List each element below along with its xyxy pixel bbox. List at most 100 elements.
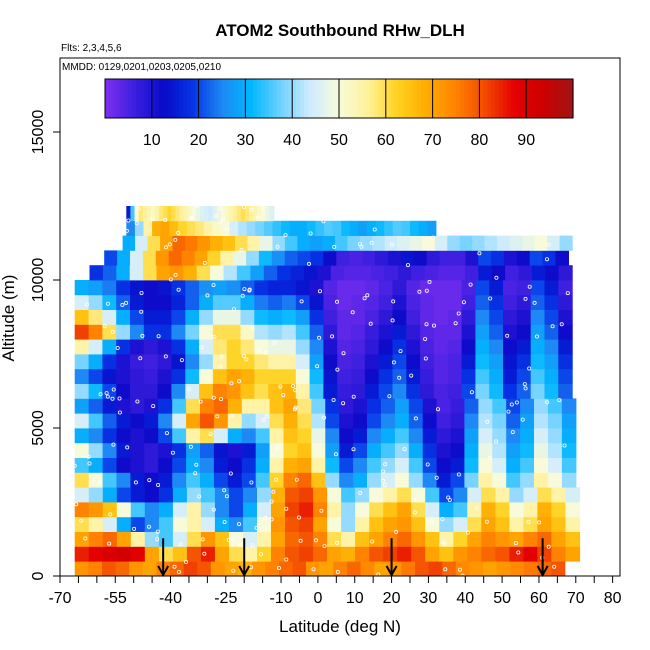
heatmap-cell — [311, 472, 326, 488]
heatmap-cell — [530, 383, 546, 399]
heatmap-cell — [323, 368, 338, 384]
heatmap-cell — [143, 220, 153, 236]
heatmap-cell — [447, 294, 463, 310]
track-marker — [108, 512, 113, 517]
heatmap-cell — [406, 339, 421, 355]
heatmap-cell — [309, 280, 324, 296]
heatmap-cell — [351, 294, 366, 310]
heatmap-cell — [172, 428, 187, 444]
heatmap-cell — [341, 516, 356, 532]
heatmap-cell — [88, 280, 103, 296]
track-marker — [275, 244, 280, 249]
heatmap-cell — [324, 220, 334, 236]
heatmap-cell — [229, 531, 244, 547]
heatmap-cell — [130, 413, 145, 429]
colorbar-cell — [444, 79, 449, 118]
track-marker — [281, 393, 286, 398]
heatmap-cell — [367, 442, 382, 458]
track-marker — [322, 544, 327, 549]
track-marker — [435, 407, 440, 412]
track-marker — [272, 340, 277, 345]
colorbar-cell — [335, 79, 340, 118]
track-marker — [254, 525, 259, 530]
track-marker — [139, 290, 144, 295]
heatmap-cell — [172, 487, 188, 503]
heatmap-cell — [297, 472, 312, 488]
track-marker — [411, 497, 416, 502]
heatmap-cell — [74, 502, 90, 518]
colorbar-cell — [155, 79, 161, 118]
heatmap-cell — [185, 383, 200, 399]
heatmap-cell — [374, 561, 389, 577]
heatmap-cell — [251, 561, 266, 577]
heatmap-cell — [186, 398, 201, 414]
heatmap-cell — [214, 546, 230, 562]
heatmap-cell — [186, 428, 201, 444]
dates-label: MMDD: 0129,0201,0203,0205,0210 — [62, 62, 221, 73]
heatmap-cell — [534, 413, 549, 429]
heatmap-cell — [102, 309, 117, 325]
track-marker — [429, 519, 434, 524]
heatmap-cell — [330, 265, 345, 281]
heatmap-cell — [199, 309, 214, 325]
track-marker — [311, 567, 316, 572]
heatmap-cell — [158, 516, 174, 532]
heatmap-cell — [143, 324, 159, 340]
heatmap-cell — [364, 324, 380, 340]
track-marker — [412, 510, 417, 515]
colorbar-cell — [370, 79, 375, 118]
track-marker — [362, 296, 367, 301]
track-marker — [239, 247, 244, 252]
heatmap-cell — [411, 531, 426, 547]
heatmap-cell — [297, 398, 312, 414]
x-tick-label: -10 — [269, 590, 292, 607]
heatmap-cell — [489, 324, 504, 340]
heatmap-cell — [544, 280, 559, 296]
heatmap-cell — [360, 561, 375, 577]
track-marker — [150, 216, 155, 221]
colorbar-cell — [268, 79, 274, 118]
heatmap-cell — [185, 368, 200, 384]
heatmap-cell — [152, 220, 162, 236]
heatmap-cell — [88, 368, 103, 384]
colorbar-cell — [530, 79, 535, 118]
heatmap-cell — [297, 235, 311, 251]
heatmap-cell — [420, 383, 435, 399]
heatmap-cell — [144, 502, 160, 518]
heatmap-cell — [337, 383, 352, 399]
colorbar-cell — [222, 79, 227, 118]
track-marker — [105, 394, 110, 399]
heatmap-cell — [362, 250, 376, 266]
heatmap-cell — [130, 294, 145, 310]
track-marker — [510, 430, 515, 435]
track-marker — [178, 542, 183, 547]
heatmap-cell — [364, 280, 380, 296]
track-marker — [394, 529, 399, 534]
colorbar-cell — [124, 79, 129, 118]
y-tick-label: 10000 — [30, 258, 47, 303]
heatmap-cell — [200, 502, 216, 518]
heatmap-cell — [323, 294, 338, 310]
colorbar-cell — [440, 79, 445, 118]
colorbar-cell — [374, 79, 379, 118]
heatmap-cell — [509, 502, 524, 518]
colorbar-cell — [276, 79, 282, 118]
heatmap-cell — [116, 265, 131, 281]
heatmap-cell — [102, 487, 118, 503]
track-marker — [284, 506, 289, 511]
heatmap-cell — [467, 531, 482, 547]
heatmap-cell — [534, 457, 549, 473]
colorbar-cell — [526, 79, 531, 118]
heatmap-cell — [227, 428, 243, 444]
heatmap-cell — [450, 457, 465, 473]
heatmap-cell — [325, 413, 340, 429]
heatmap-cell — [138, 206, 144, 222]
heatmap-cell — [341, 546, 356, 562]
heatmap-cell — [172, 235, 186, 251]
track-marker — [409, 373, 414, 378]
track-marker — [513, 541, 518, 546]
heatmap-cell — [74, 324, 90, 340]
track-marker — [224, 494, 229, 499]
track-marker — [334, 540, 339, 545]
track-marker — [405, 263, 410, 268]
